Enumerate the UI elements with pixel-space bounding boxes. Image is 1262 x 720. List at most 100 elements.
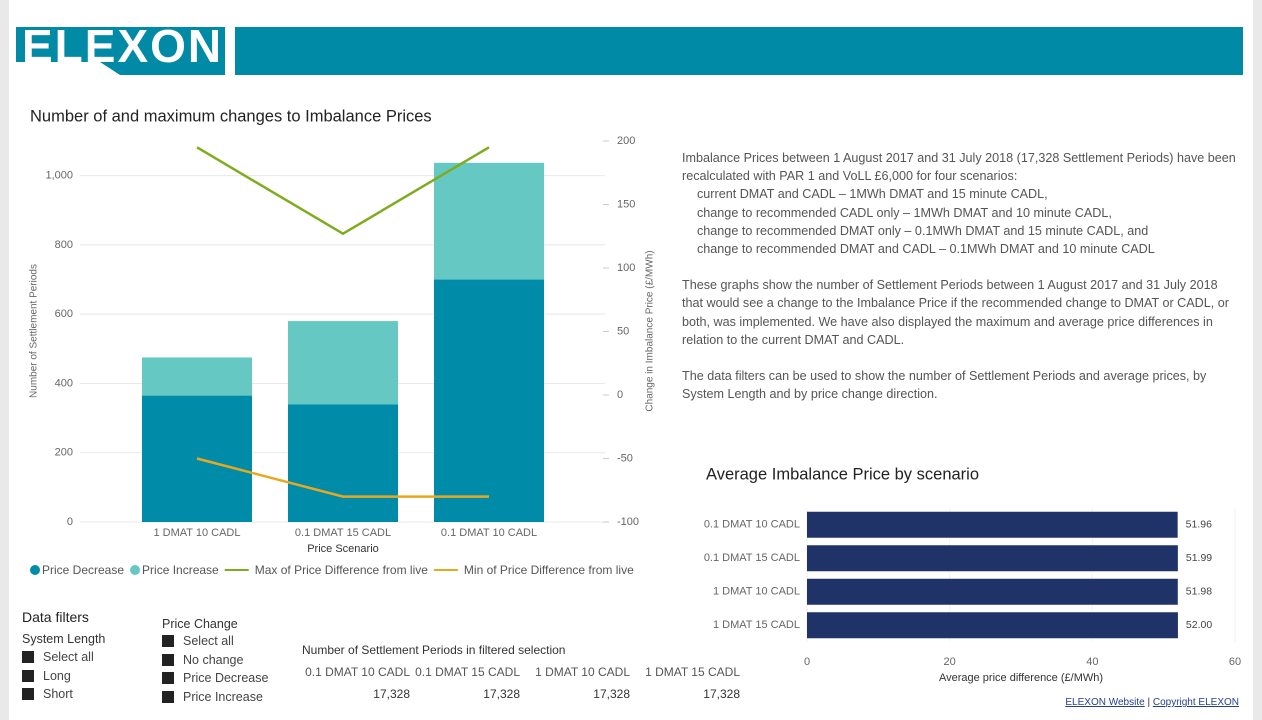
x-tick-label: 40 xyxy=(1086,656,1098,668)
option-label: Select all xyxy=(43,650,94,665)
legend-label: Max of Price Difference from live xyxy=(255,563,428,577)
table-title: Number of Settlement Periods in filtered… xyxy=(302,643,566,657)
y2-tick-label: 100 xyxy=(617,262,635,274)
footer: ELEXON Website | Copyright ELEXON xyxy=(1065,697,1239,708)
checkbox xyxy=(22,651,34,664)
y-tick-label: 0.1 DMAT 15 CADL xyxy=(704,552,800,564)
logo-box xyxy=(16,27,225,75)
option-label: Long xyxy=(43,668,71,683)
legend-marker xyxy=(30,565,40,575)
filter-option[interactable]: Select all xyxy=(162,632,268,651)
checkbox xyxy=(162,672,174,685)
cell: 17,328 xyxy=(703,687,740,701)
y2-axis-title: Change in Imbalance Price (£/MWh) xyxy=(645,250,656,411)
bar xyxy=(288,404,398,522)
paragraph: These graphs show the number of Settleme… xyxy=(682,278,1229,347)
scenario: change to recommended DMAT and CADL – 0.… xyxy=(697,242,1155,257)
filter-title: System Length xyxy=(22,632,106,646)
column-header: 1 DMAT 15 CADL xyxy=(645,665,740,679)
option-label: No change xyxy=(183,652,244,667)
bar xyxy=(807,545,1178,572)
separator: | xyxy=(1147,697,1151,708)
link[interactable]: Copyright ELEXON xyxy=(1152,697,1239,708)
y2-tick-label: 50 xyxy=(617,325,629,337)
y-tick-label: 1 DMAT 15 CADL xyxy=(713,619,800,631)
legend-label: Price Decrease xyxy=(42,563,124,577)
checkbox xyxy=(162,691,174,704)
bar xyxy=(807,578,1178,605)
checkbox xyxy=(22,669,34,682)
line xyxy=(196,146,490,236)
checkbox xyxy=(162,653,174,666)
cell: 17,328 xyxy=(373,687,410,701)
legend-item: Price Decrease xyxy=(30,563,124,577)
chart-title: Number of and maximum changes to Imbalan… xyxy=(30,107,432,125)
option-label: Select all xyxy=(183,634,234,649)
bar xyxy=(288,321,398,405)
option-label: Short xyxy=(43,687,73,702)
filters-title: Data filters xyxy=(22,609,89,625)
option-label: Price Increase xyxy=(183,690,263,705)
y2-tick-label: -100 xyxy=(617,516,639,528)
bar xyxy=(434,162,544,280)
column-header: 0.1 DMAT 15 CADL xyxy=(415,665,520,679)
legend-item: Min of Price Difference from live xyxy=(433,563,634,577)
link[interactable]: ELEXON Website xyxy=(1065,697,1145,708)
value-label: 51.99 xyxy=(1186,552,1212,564)
column-header: 0.1 DMAT 10 CADL xyxy=(305,665,410,679)
bar xyxy=(142,357,252,396)
option-label: Price Decrease xyxy=(183,671,269,686)
value-label: 51.96 xyxy=(1186,519,1212,531)
bar xyxy=(434,279,544,522)
header-band xyxy=(235,27,1243,75)
bar xyxy=(807,612,1178,639)
column-header: 1 DMAT 10 CADL xyxy=(535,665,630,679)
y-tick-label: 600 xyxy=(55,308,73,320)
filter-option[interactable]: Long xyxy=(22,667,105,686)
x-axis-title: Price Scenario xyxy=(307,543,379,555)
y-tick-label: 0.1 DMAT 10 CADL xyxy=(704,519,800,531)
chart-title: Average Imbalance Price by scenario xyxy=(706,465,979,483)
filter-option[interactable]: No change xyxy=(162,651,268,670)
description: Imbalance Prices between 1 August 2017 a… xyxy=(682,149,1242,421)
scenario: change to recommended CADL only – 1MWh D… xyxy=(697,205,1112,220)
checkbox xyxy=(22,688,34,701)
y-tick-label: 1 DMAT 10 CADL xyxy=(713,586,800,598)
legend-label: Price Increase xyxy=(142,563,219,577)
x-tick-label: 20 xyxy=(944,656,956,668)
x-tick-label: 60 xyxy=(1229,656,1241,668)
line xyxy=(196,457,489,498)
value-label: 51.98 xyxy=(1186,586,1212,598)
filter-title: Price Change xyxy=(162,617,238,631)
x-tick-label: 0.1 DMAT 15 CADL xyxy=(295,527,391,539)
y2-tick-label: 150 xyxy=(617,198,635,210)
legend-item: Price Increase xyxy=(130,563,219,577)
filter-option[interactable]: Price Increase xyxy=(162,688,268,707)
bar xyxy=(807,511,1178,538)
y-axis-title: Number of Settlement Periods xyxy=(29,264,40,398)
y-tick-label: 200 xyxy=(55,447,73,459)
table: Number of Settlement Periods in filtered… xyxy=(302,643,742,701)
value-label: 52.00 xyxy=(1186,619,1212,631)
filter-option[interactable]: Select all xyxy=(22,648,105,667)
filter-option[interactable]: Price Decrease xyxy=(162,669,268,688)
y-tick-label: 0 xyxy=(67,516,73,528)
cell: 17,328 xyxy=(483,687,520,701)
cell: 17,328 xyxy=(593,687,630,701)
paragraph: The data filters can be used to show the… xyxy=(682,369,1207,402)
checkbox xyxy=(162,635,174,648)
price-change-filter: Price Change Select all No change Price De… xyxy=(162,617,268,706)
y-tick-label: 400 xyxy=(55,377,73,389)
y2-tick-label: -50 xyxy=(617,452,633,464)
legend-item: Max of Price Difference from live xyxy=(224,563,428,577)
x-tick-label: 0.1 DMAT 10 CADL xyxy=(441,527,537,539)
intro-text: Imbalance Prices between 1 August 2017 a… xyxy=(682,151,1236,184)
filter-option[interactable]: Short xyxy=(22,685,105,704)
scenario: current DMAT and CADL – 1MWh DMAT and 15… xyxy=(697,187,1048,202)
intro: Imbalance Prices between 1 August 2017 a… xyxy=(682,149,1242,258)
legend-label: Min of Price Difference from live xyxy=(464,563,634,577)
scenario: change to recommended DMAT only – 0.1MWh… xyxy=(697,223,1149,238)
x-axis-title: Average price difference (£/MWh) xyxy=(939,672,1103,684)
x-tick-label: 0 xyxy=(804,656,810,668)
